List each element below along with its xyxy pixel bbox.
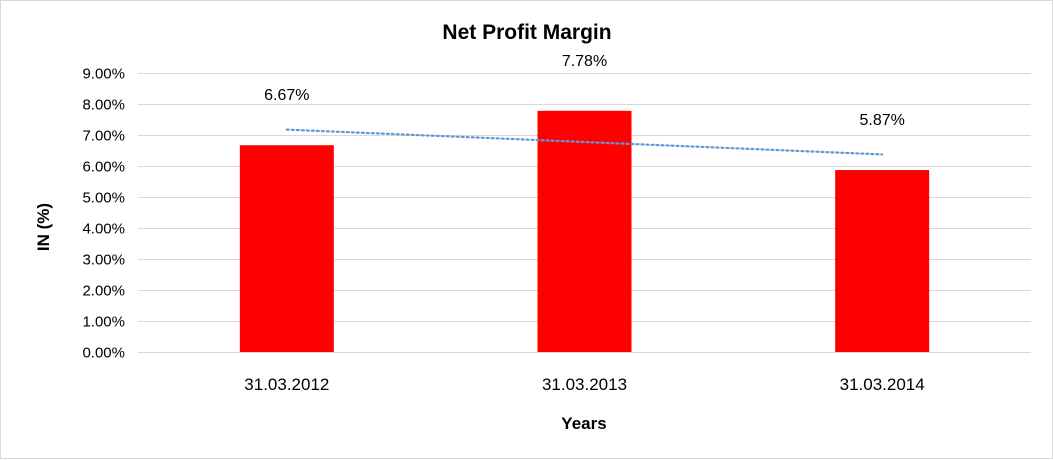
category-label: 31.03.2012 xyxy=(244,375,329,394)
data-label: 7.78% xyxy=(562,53,607,70)
y-tick-label: 4.00% xyxy=(82,221,125,238)
y-tick-label: 0.00% xyxy=(82,345,125,362)
bars xyxy=(239,110,930,352)
y-tick-label: 8.00% xyxy=(82,97,125,114)
bar xyxy=(537,110,632,352)
category-label: 31.03.2014 xyxy=(840,375,925,394)
y-tick-label: 3.00% xyxy=(82,252,125,269)
chart-title: Net Profit Margin xyxy=(442,21,611,44)
bar xyxy=(239,145,334,352)
data-label: 6.67% xyxy=(264,87,309,104)
y-tick-label: 1.00% xyxy=(82,314,125,331)
y-tick-label: 5.00% xyxy=(82,190,125,207)
category-labels: 31.03.2012 31.03.2013 31.03.2014 xyxy=(244,375,924,394)
data-label: 5.87% xyxy=(859,112,904,129)
bar xyxy=(835,170,930,352)
y-tick-label: 7.00% xyxy=(82,128,125,145)
y-tick-label: 9.00% xyxy=(82,66,125,83)
y-tick-label: 6.00% xyxy=(82,159,125,176)
y-axis-title: IN (%) xyxy=(34,203,53,251)
trendline-group xyxy=(285,128,884,156)
y-tick-label: 2.00% xyxy=(82,283,125,300)
trendline xyxy=(285,128,884,156)
category-label: 31.03.2013 xyxy=(542,375,627,394)
data-labels: 6.67% 7.78% 5.87% xyxy=(264,53,905,129)
x-axis-title: Years xyxy=(561,414,606,433)
y-tick-labels: 0.00% 1.00% 2.00% 3.00% 4.00% 5.00% 6.00% 7.00%… xyxy=(82,66,125,362)
